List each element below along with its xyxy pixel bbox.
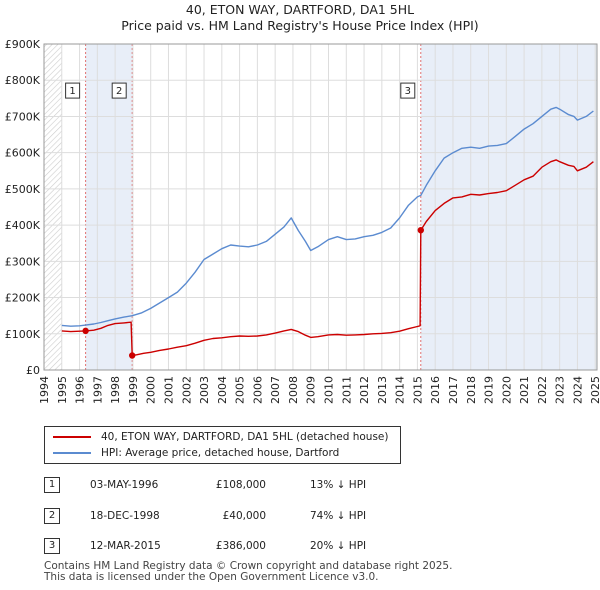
- hpi-line: [61, 106, 594, 327]
- legend-swatch-red: [53, 436, 91, 438]
- legend: 40, ETON WAY, DARTFORD, DA1 5HL (detache…: [44, 426, 401, 464]
- sale-marker-label: 2: [116, 86, 122, 97]
- x-tick-label: 2004: [216, 376, 229, 404]
- sale-point: [82, 327, 89, 335]
- transaction-hpi: 74% ↓ HPI: [310, 510, 367, 522]
- x-tick-label: 2008: [287, 376, 300, 404]
- x-tick-label: 2011: [340, 376, 353, 404]
- x-tick-label: 2012: [358, 376, 371, 404]
- y-tick-label: £0: [26, 364, 40, 377]
- transaction-hpi: 13% ↓ HPI: [310, 479, 367, 491]
- legend-swatch-blue: [53, 452, 91, 454]
- y-tick-label: £900K: [5, 38, 41, 51]
- x-tick-label: 2019: [483, 376, 496, 404]
- transaction-date: 12-MAR-2015: [90, 540, 161, 552]
- footer-licence: This data is licensed under the Open Gov…: [44, 571, 379, 583]
- x-tick-label: 2013: [376, 376, 389, 404]
- x-tick-label: 1996: [74, 376, 87, 404]
- sale-marker-label: 3: [405, 86, 411, 97]
- y-tick-label: £800K: [5, 74, 41, 87]
- plot-border: [43, 43, 598, 371]
- footer-copyright: Contains HM Land Registry data © Crown c…: [44, 560, 453, 572]
- sale-marker-label: 1: [69, 86, 75, 97]
- x-tick-label: 2023: [554, 376, 567, 404]
- chart-title: 40, ETON WAY, DARTFORD, DA1 5HL: [185, 2, 415, 17]
- transaction-price: £40,000: [222, 510, 266, 522]
- x-tick-label: 2010: [323, 376, 336, 404]
- y-tick-label: £300K: [5, 255, 41, 268]
- transaction-number: 3: [44, 538, 60, 554]
- y-tick-label: £500K: [5, 183, 41, 196]
- property-price-line: [61, 159, 594, 357]
- chart-subtitle: Price paid vs. HM Land Registry's House …: [121, 18, 479, 33]
- x-tick-label: 2017: [447, 376, 460, 404]
- shaded-range: [420, 44, 597, 370]
- transaction-price: £108,000: [215, 479, 266, 491]
- x-tick-label: 2001: [162, 376, 175, 404]
- sale-marker-box: [400, 82, 416, 99]
- transaction-date: 18-DEC-1998: [90, 510, 160, 522]
- y-tick-label: £100K: [5, 328, 41, 341]
- x-tick-label: 2003: [198, 376, 211, 404]
- x-tick-label: 2000: [145, 376, 158, 404]
- y-tick-label: £600K: [5, 147, 41, 160]
- x-tick-label: 2005: [234, 376, 247, 404]
- sale-marker-box: [65, 82, 81, 99]
- transaction-hpi: 20% ↓ HPI: [310, 540, 367, 552]
- legend-label-property: 40, ETON WAY, DARTFORD, DA1 5HL (detache…: [101, 431, 389, 443]
- price-chart: 1 2 3 £0 £100K £200K £300K £400K £500K £600K £700…: [5, 38, 600, 404]
- x-tick-label: 2007: [269, 376, 282, 404]
- x-tick-label: 2021: [518, 376, 531, 404]
- transaction-number: 2: [44, 508, 60, 524]
- footer: Contains HM Land Registry data © Crown c…: [44, 561, 452, 583]
- y-tick-label: £700K: [5, 110, 41, 123]
- y-tick-label: £200K: [5, 292, 41, 305]
- legend-item-hpi: HPI: Average price, detached house, Dart…: [53, 446, 339, 460]
- x-tick-label: 2025: [589, 376, 600, 404]
- x-tick-label: 2009: [305, 376, 318, 404]
- hatched-range: [44, 44, 62, 370]
- x-tick-label: 2024: [571, 376, 584, 404]
- x-tick-label: 2006: [251, 376, 264, 404]
- sale-point: [417, 226, 424, 234]
- x-tick-label: 2015: [411, 376, 424, 404]
- x-tick-label: 2014: [394, 376, 407, 404]
- transaction-price: £386,000: [215, 540, 266, 552]
- legend-label-hpi: HPI: Average price, detached house, Dart…: [101, 447, 340, 459]
- x-tick-label: 2020: [500, 376, 513, 404]
- x-tick-label: 1997: [91, 376, 104, 404]
- x-tick-label: 1999: [127, 376, 140, 404]
- x-tick-label: 2002: [180, 376, 193, 404]
- x-tick-label: 1995: [56, 376, 69, 404]
- x-tick-label: 2018: [465, 376, 478, 404]
- sale-marker-box: [111, 82, 127, 99]
- transaction-date: 03-MAY-1996: [90, 479, 159, 491]
- x-tick-label: 1994: [38, 376, 51, 404]
- y-tick-label: £400K: [5, 219, 41, 232]
- sale-point: [128, 352, 136, 359]
- x-tick-label: 2016: [429, 376, 442, 404]
- x-tick-label: 1998: [109, 376, 122, 404]
- x-tick-label: 2022: [536, 376, 549, 404]
- legend-item-property: 40, ETON WAY, DARTFORD, DA1 5HL (detache…: [53, 430, 388, 444]
- transaction-number: 1: [44, 477, 60, 493]
